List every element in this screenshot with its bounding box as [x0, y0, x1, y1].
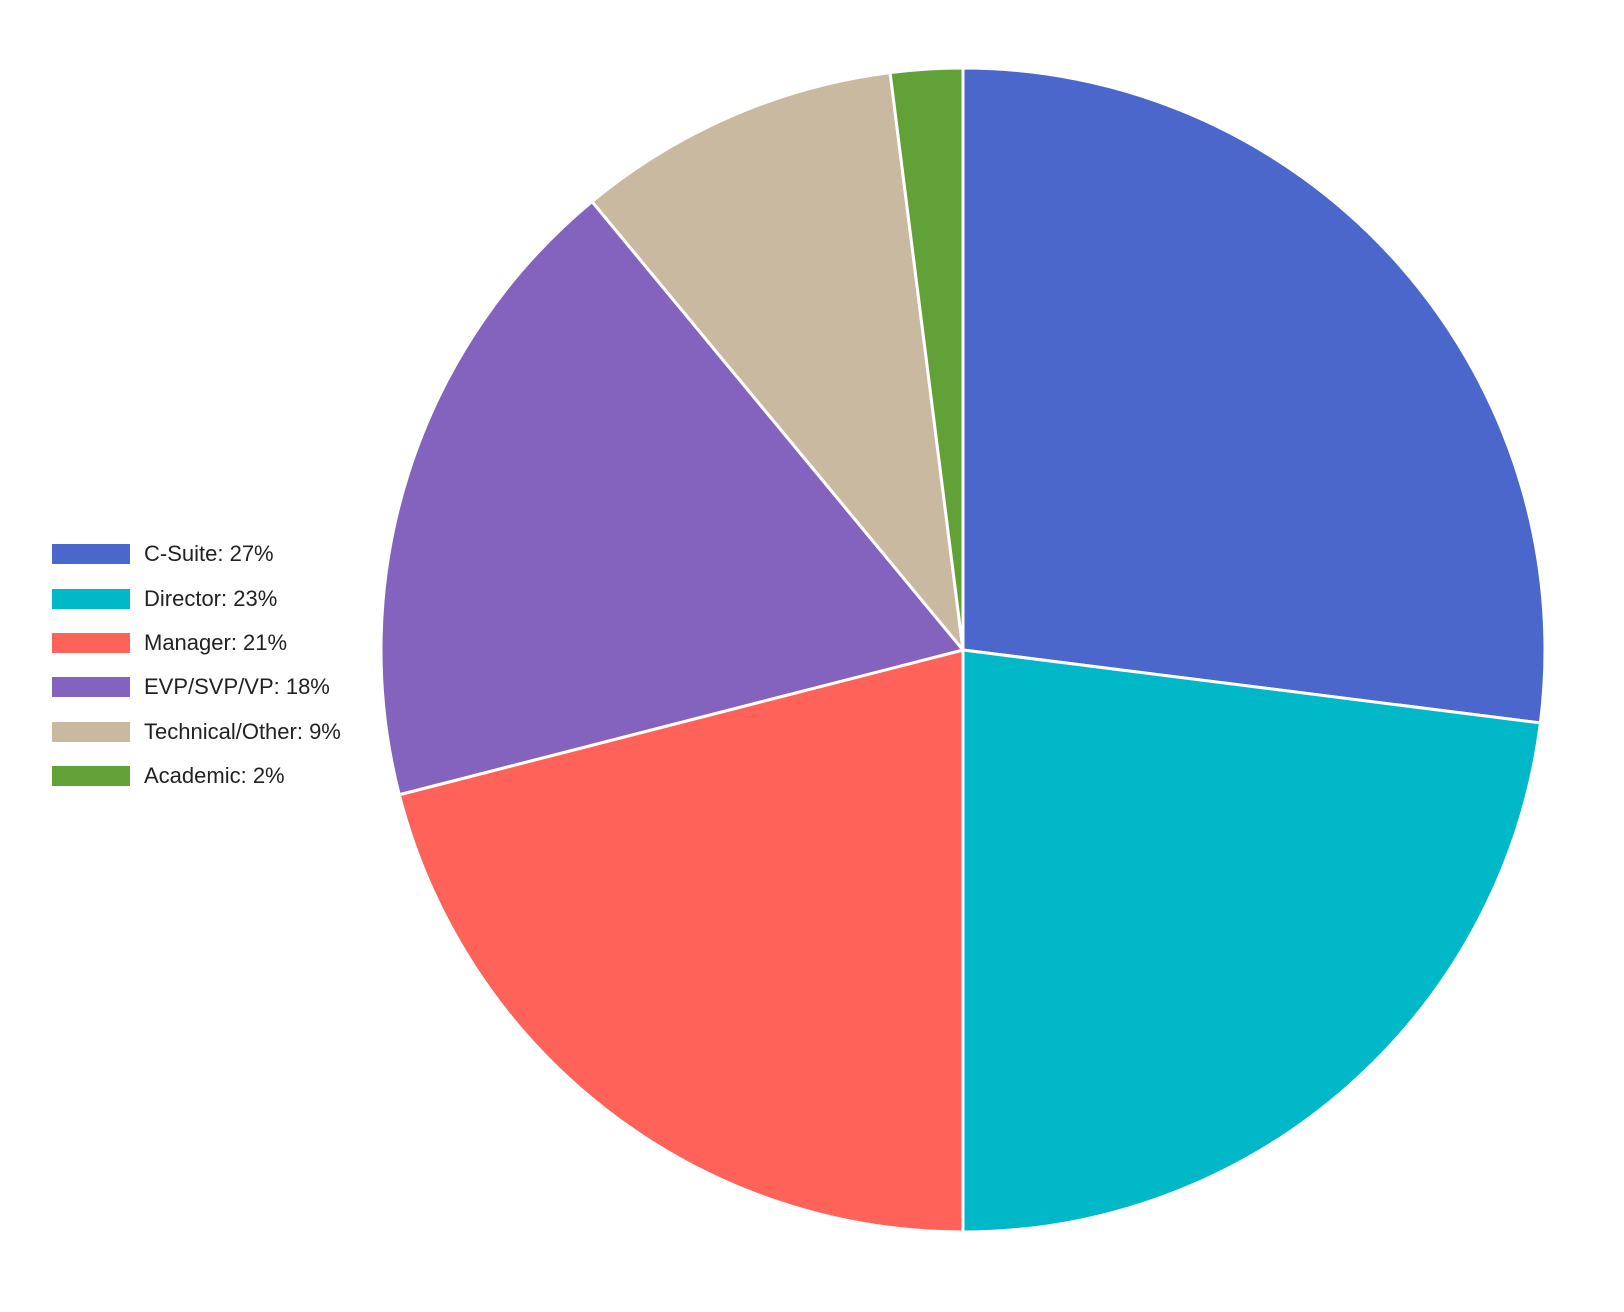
legend-label-manager: Manager: 21% [144, 629, 288, 655]
legend-swatch-evp-svp-vp [52, 677, 130, 698]
pie-slice-evp-svp-vp [379, 200, 965, 797]
legend-item-director: Director: 23% [52, 576, 341, 620]
legend-label-academic: Academic: 2% [144, 763, 285, 789]
legend-label-director: Director: 23% [144, 585, 278, 611]
legend-item-evp-svp-vp: EVP/SVP/VP: 18% [52, 665, 341, 709]
legend-item-academic: Academic: 2% [52, 754, 341, 798]
legend-swatch-academic [52, 766, 130, 787]
legend-label-c-suite: C-Suite: 27% [144, 541, 274, 567]
legend-swatch-technical-other [52, 721, 130, 742]
legend-label-technical-other: Technical/Other: 9% [144, 718, 341, 744]
pie-slice-director [961, 648, 1542, 1234]
pie-slice-academic [888, 66, 965, 652]
legend-item-c-suite: C-Suite: 27% [52, 532, 341, 576]
legend-swatch-c-suite [52, 544, 130, 565]
pie-slice-manager [397, 648, 965, 1234]
pie-slice-c-suite [961, 66, 1547, 725]
legend-item-technical-other: Technical/Other: 9% [52, 710, 341, 754]
legend-swatch-director [52, 588, 130, 609]
legend-swatch-manager [52, 632, 130, 653]
legend: C-Suite: 27% Director: 23% Manager: 21% … [52, 532, 341, 798]
legend-item-manager: Manager: 21% [52, 621, 341, 665]
pie-slice-technical-other [590, 71, 965, 652]
legend-label-evp-svp-vp: EVP/SVP/VP: 18% [144, 674, 330, 700]
